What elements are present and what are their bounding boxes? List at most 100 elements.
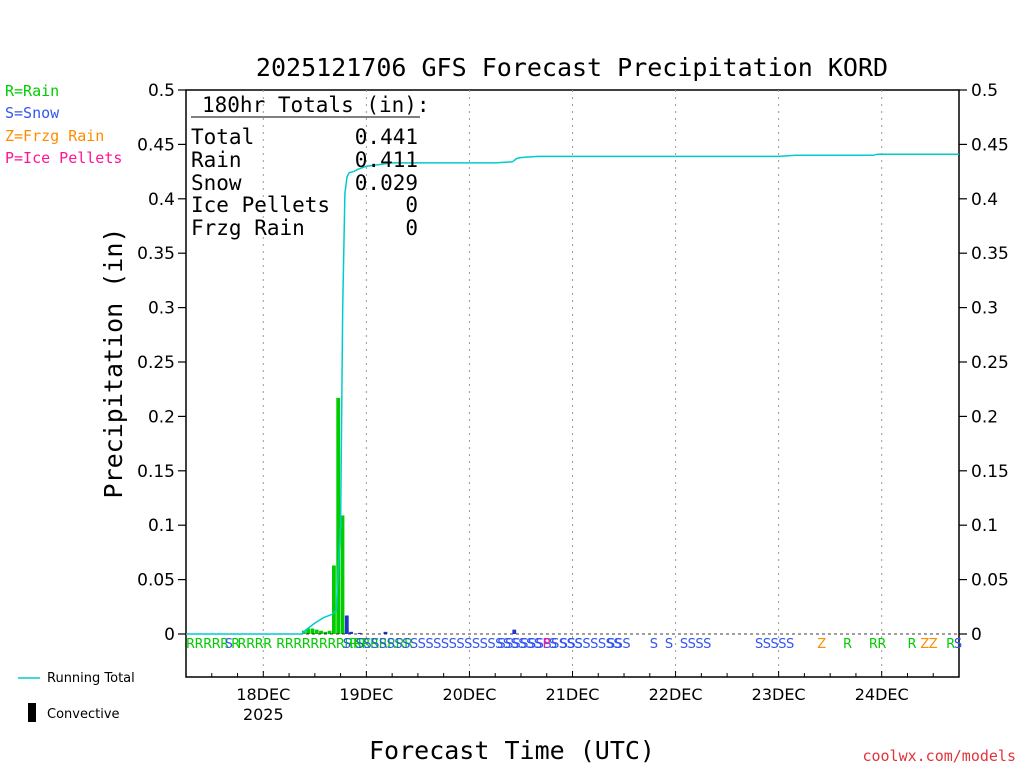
ptype-code: P: [542, 637, 550, 652]
y-tick-label-left: 0.1: [148, 516, 175, 536]
ptype-code: RR: [869, 637, 887, 652]
totals-value-rain: 0.411: [355, 148, 418, 172]
bar-rain: [336, 397, 341, 634]
y-tick-label-left: 0.5: [148, 81, 175, 101]
ptype-code: RRRR: [238, 637, 273, 652]
ptype-code: RRRRR: [186, 637, 229, 652]
bar-rain: [310, 628, 315, 634]
y-tick-label-right: 0.25: [971, 353, 1009, 373]
credit-link[interactable]: coolwx.com/models: [862, 747, 1016, 765]
y-tick-label-right: 0.1: [971, 516, 998, 536]
y-axis-label: Precipitation (in): [99, 228, 128, 499]
x-tick-label: 21DEC: [546, 685, 600, 704]
y-tick-label-right: 0.45: [971, 135, 1009, 155]
totals-value-total: 0.441: [355, 125, 418, 149]
bar-rain: [332, 565, 336, 634]
totals-value-frzg-rain: 0: [405, 216, 418, 240]
ptype-code: S: [343, 637, 351, 652]
bar-rain: [340, 515, 345, 634]
ptype-code: S: [549, 637, 557, 652]
y-tick-label-right: 0.15: [971, 462, 1009, 482]
y-tick-label-right: 0.4: [971, 190, 998, 210]
y-tick-label-left: 0.4: [148, 190, 175, 210]
y-tick-label-left: 0.35: [137, 244, 175, 264]
y-tick-label-left: 0.45: [137, 135, 175, 155]
running-total-line: [186, 153, 959, 635]
bar-rain: [327, 630, 332, 634]
x-tick-label: 24DEC: [855, 685, 909, 704]
bar-snow: [349, 631, 353, 634]
running-total-legend-label: Running Total: [47, 671, 135, 686]
ptype-code: SSSSSS: [575, 637, 622, 652]
ptype-code: SSSSSSSSS: [512, 637, 582, 652]
x-tick-label: 20DEC: [442, 685, 496, 704]
bar-snow: [357, 632, 362, 634]
ptype-code: SS: [560, 637, 576, 652]
y-tick-label-left: 0.05: [137, 571, 175, 591]
legend-snow: S=Snow: [5, 104, 60, 122]
totals-label-total: Total: [191, 125, 254, 149]
ptype-code: SSSS: [680, 637, 711, 652]
bar-rain: [323, 631, 328, 634]
totals-box: 180hr Totals (in): Total 0.441 Rain 0.41…: [191, 93, 430, 240]
totals-label-rain: Rain: [191, 148, 242, 172]
x-axis-label: Forecast Time (UTC): [369, 736, 655, 765]
convective-legend-label: Convective: [47, 707, 120, 722]
y-tick-label-right: 0.05: [971, 571, 1009, 591]
ptype-code: SS: [497, 637, 513, 652]
ptype-code: S: [650, 637, 658, 652]
ptype-code: R: [843, 637, 852, 652]
bar-snow: [383, 631, 388, 634]
totals-header: 180hr Totals (in):: [202, 93, 430, 117]
running-total-polyline: [186, 153, 959, 635]
ptype-code: RRRRRRRRRRRRRRRR: [276, 637, 413, 652]
x-tick-label: 19DEC: [339, 685, 393, 704]
ptype-code: SSS: [607, 637, 631, 652]
y-tick-label-left: 0.25: [137, 353, 175, 373]
y-tick-label-right: 0.2: [971, 407, 998, 427]
ptype-code: SSSSSSSSSSSSSSSSSSSSSSSS: [356, 637, 542, 652]
ptype-legend: R=Rain S=Snow Z=Frzg Rain P=Ice Pellets: [5, 82, 122, 167]
bar-snow: [512, 629, 517, 634]
bottom-legend: Running Total Convective: [18, 671, 135, 722]
totals-label-snow: Snow: [191, 171, 242, 195]
y-tick-label-left: 0.3: [148, 299, 175, 319]
bar-rain: [306, 628, 311, 634]
ptype-code: SSSSS: [755, 637, 794, 652]
totals-value-snow: 0.029: [355, 171, 418, 195]
y-axis-left: 0 0.05 0.1 0.15 0.2 0.25 0.3 0.35 0.4 0.45 0.5: [137, 81, 186, 645]
x-tick-label: 18DEC: [236, 685, 290, 704]
y-tick-label-right: 0: [971, 625, 982, 645]
x-tick-sublabel: 2025: [243, 705, 284, 724]
bar-rain: [314, 629, 319, 634]
ptype-code: Z: [817, 637, 826, 652]
y-tick-label-right: 0.35: [971, 244, 1009, 264]
totals-label-ice-pellets: Ice Pellets: [191, 193, 330, 217]
ptype-code: RR: [349, 637, 367, 652]
ptype-code: S: [225, 637, 233, 652]
legend-frzg-rain: Z=Frzg Rain: [5, 127, 104, 145]
y-tick-label-left: 0: [164, 625, 175, 645]
y-tick-label-right: 0.5: [971, 81, 998, 101]
x-tick-label: 22DEC: [649, 685, 703, 704]
ptype-code: R: [231, 637, 240, 652]
ptype-code: S: [954, 637, 962, 652]
x-tick-label: 23DEC: [752, 685, 806, 704]
legend-ice-pellets: P=Ice Pellets: [5, 149, 122, 167]
bar-snow: [344, 615, 349, 634]
precip-bars: [186, 397, 959, 635]
y-tick-label-left: 0.15: [137, 462, 175, 482]
totals-label-frzg-rain: Frzg Rain: [191, 216, 305, 240]
legend-rain: R=Rain: [5, 82, 59, 100]
y-tick-label-right: 0.3: [971, 299, 998, 319]
bar-rain: [319, 630, 323, 634]
y-tick-label-left: 0.2: [148, 407, 175, 427]
ptype-code: S: [665, 637, 673, 652]
ptype-code: R: [946, 637, 955, 652]
ptype-code: R: [907, 637, 916, 652]
chart-title: 2025121706 GFS Forecast Precipitation KO…: [256, 53, 888, 82]
totals-value-ice-pellets: 0: [405, 193, 418, 217]
